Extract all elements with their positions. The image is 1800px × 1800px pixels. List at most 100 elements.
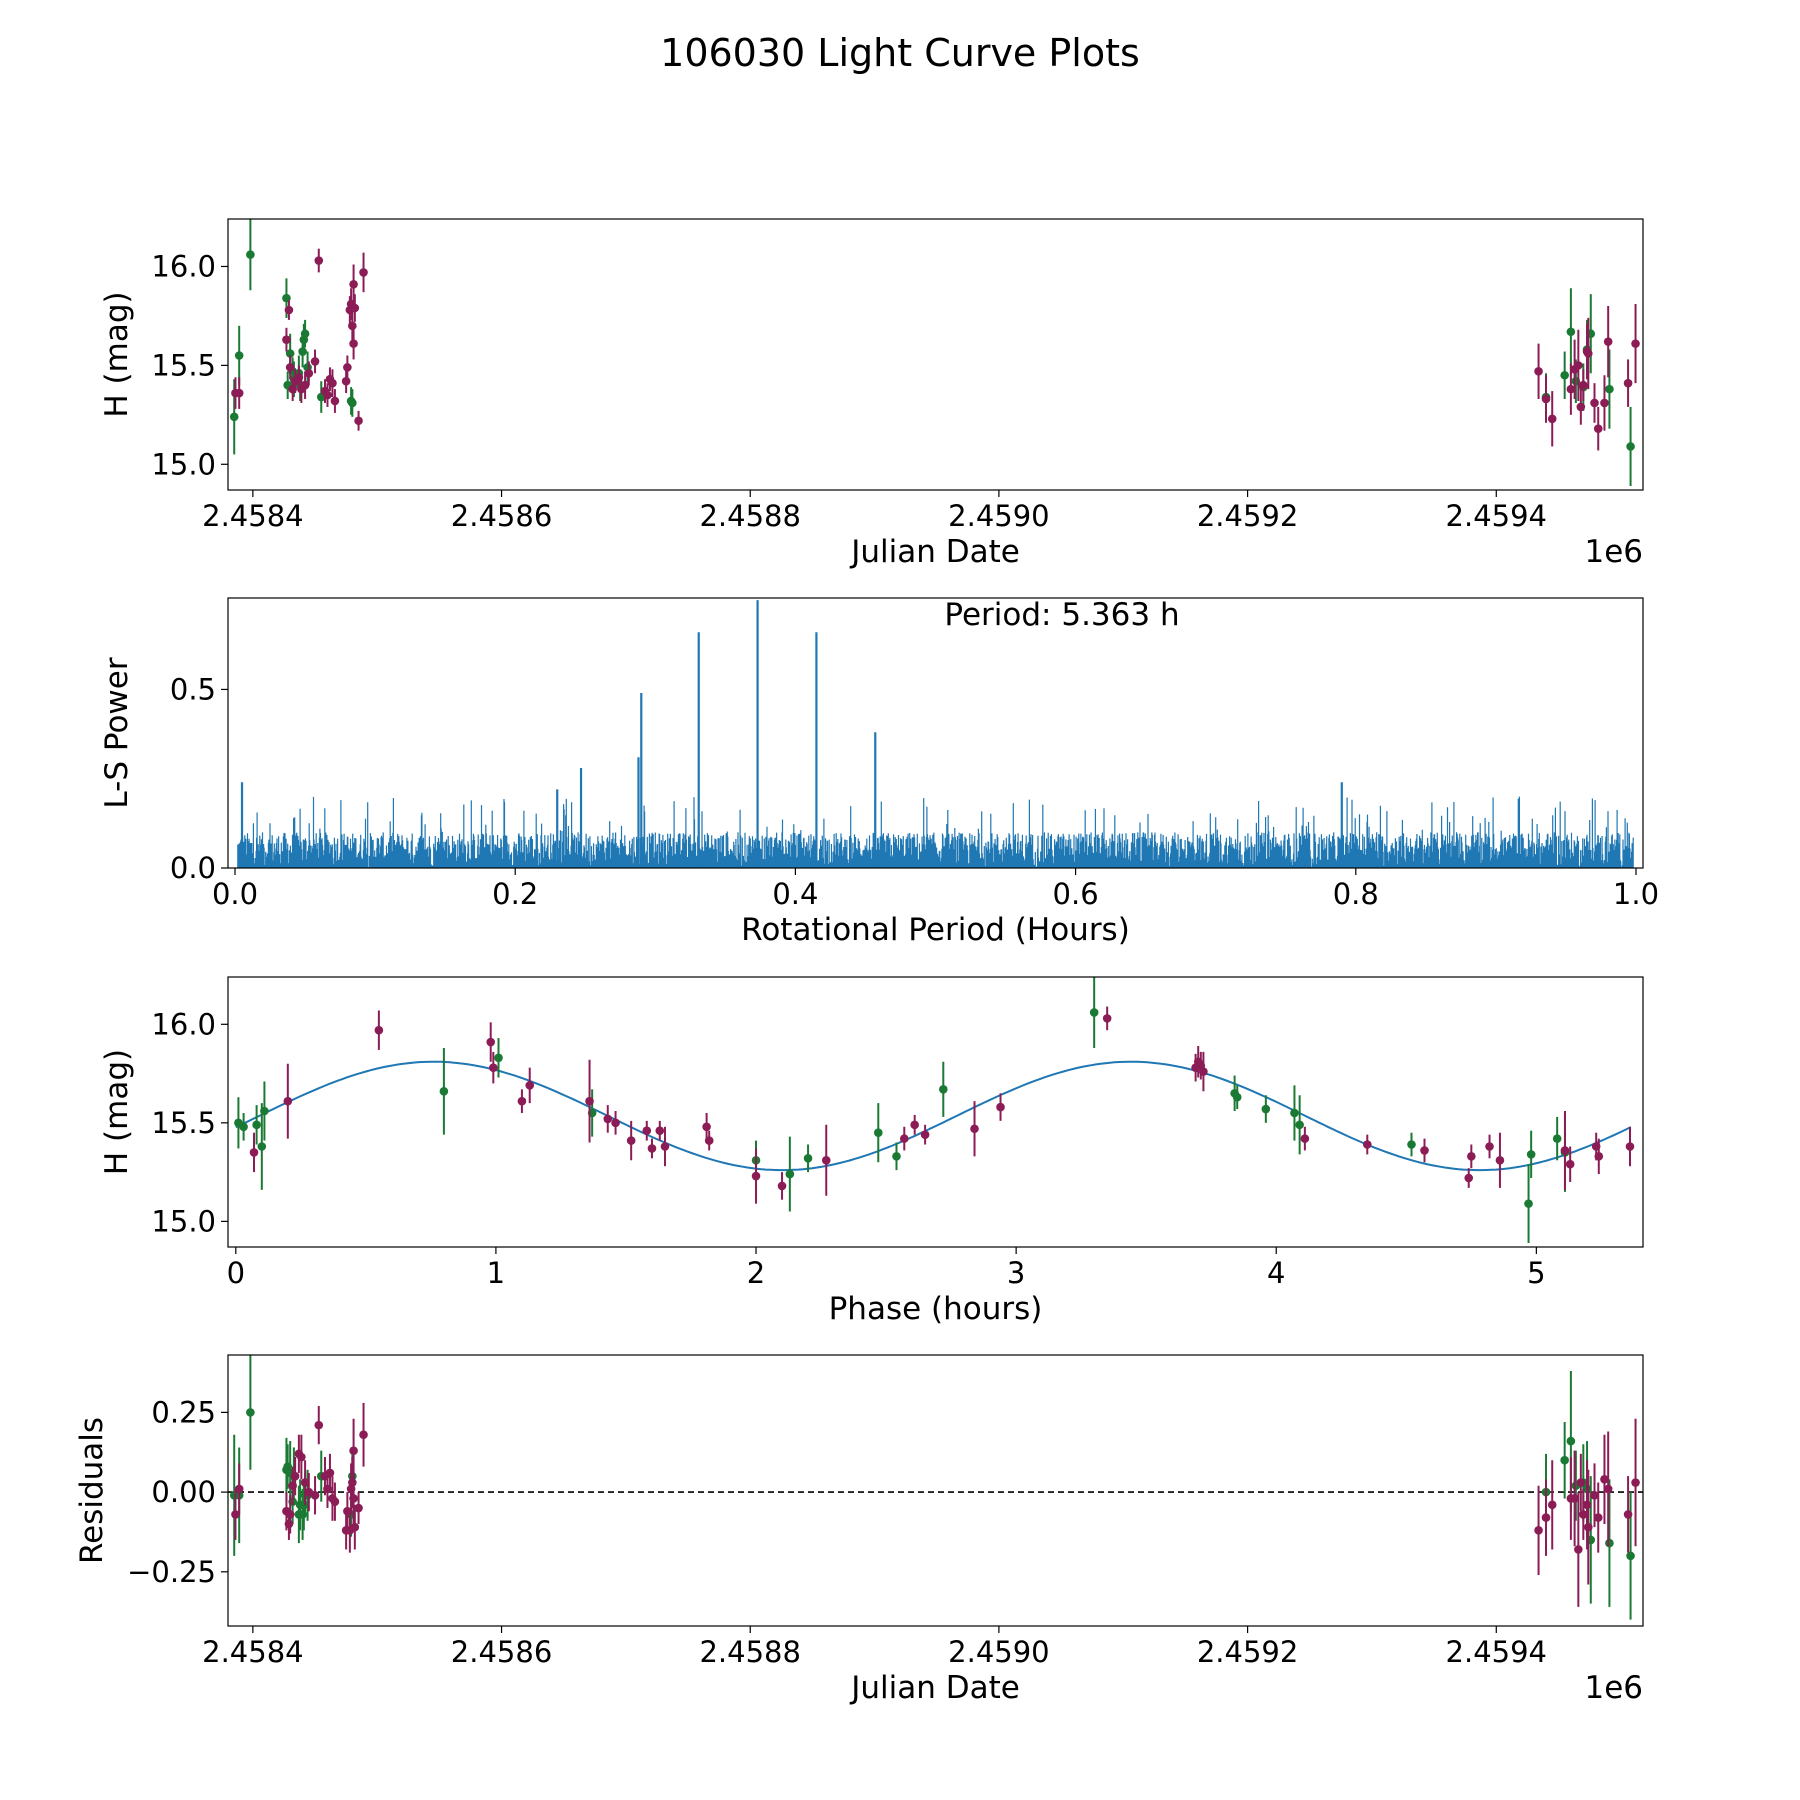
- y-tick-label: 0.00: [151, 1475, 216, 1509]
- panel-3: 0 1 2 3 4 5 15.0 15.5 16.0 Phase (hours) H (mag): [99, 976, 1644, 1327]
- data-point-green: [1605, 384, 1614, 394]
- y-axis-label: H (mag): [99, 291, 135, 417]
- data-point-magenta: [704, 1136, 714, 1145]
- data-point-magenta: [284, 1519, 294, 1529]
- x-tick-label: 0: [227, 1256, 245, 1290]
- data-point-green: [1566, 1436, 1576, 1446]
- data-point-magenta: [1600, 1475, 1609, 1484]
- data-point-magenta: [1560, 1146, 1570, 1155]
- data-point-magenta: [1583, 349, 1593, 358]
- data-point-magenta: [350, 303, 360, 313]
- data-point-green: [239, 1122, 248, 1132]
- model-fit-curve: [235, 1060, 1632, 1172]
- data-point-magenta: [603, 1114, 613, 1124]
- data-point-green: [257, 1142, 267, 1151]
- data-point-magenta: [354, 1503, 363, 1513]
- data-point-magenta: [1547, 414, 1557, 424]
- data-point-magenta: [585, 1096, 594, 1106]
- y-axis-label: H (mag): [99, 1049, 135, 1175]
- data-point-magenta: [751, 1171, 761, 1181]
- data-point-magenta: [1583, 1522, 1593, 1532]
- data-point-magenta: [1576, 1478, 1586, 1487]
- panel-1: 2.4584 2.4586 2.4588 2.4590 2.4592 2.4594 15.0…: [99, 218, 1644, 570]
- data-point-magenta: [310, 357, 320, 366]
- data-point-green: [785, 1169, 795, 1179]
- x-tick-label: 4: [1267, 1256, 1285, 1290]
- data-point-magenta: [525, 1081, 535, 1090]
- data-point-magenta: [290, 1471, 300, 1481]
- x-offset-label: 1e6: [1584, 1670, 1643, 1706]
- data-point-magenta: [626, 1136, 636, 1145]
- data-point-green: [939, 1085, 948, 1094]
- plot-area: [229, 219, 1640, 487]
- data-point-magenta: [343, 363, 352, 372]
- data-point-magenta: [1631, 1478, 1640, 1487]
- data-point-magenta: [899, 1134, 909, 1143]
- data-point-green: [892, 1152, 901, 1161]
- x-tick-label: 2.4586: [451, 499, 552, 533]
- data-point-magenta: [328, 378, 337, 388]
- data-point-magenta: [297, 1452, 306, 1462]
- data-point-magenta: [330, 396, 340, 406]
- plot-area: [234, 977, 1635, 1244]
- data-point-green: [1089, 1008, 1099, 1017]
- data-point-green: [803, 1154, 813, 1163]
- data-point-green: [260, 1106, 269, 1116]
- data-point-magenta: [285, 363, 295, 372]
- data-point-magenta: [996, 1102, 1005, 1112]
- data-point-green: [298, 347, 307, 356]
- data-point-magenta: [1623, 378, 1633, 388]
- data-point-green: [234, 351, 244, 360]
- data-point-green: [1232, 1092, 1242, 1102]
- data-point-magenta: [323, 390, 332, 400]
- data-point-green: [1261, 1104, 1271, 1114]
- data-point-magenta: [350, 1522, 360, 1532]
- data-point-magenta: [655, 1126, 665, 1136]
- data-point-magenta: [910, 1120, 919, 1130]
- data-point-green: [1526, 1150, 1536, 1159]
- data-point-magenta: [821, 1155, 831, 1165]
- data-point-magenta: [354, 416, 363, 426]
- data-point-magenta: [314, 1420, 324, 1430]
- x-tick-label: 2.4586: [451, 1635, 552, 1669]
- data-point-magenta: [1547, 1500, 1557, 1510]
- data-point-magenta: [1576, 402, 1586, 412]
- data-point-magenta: [1631, 339, 1640, 348]
- data-point-magenta: [647, 1144, 657, 1153]
- data-point-green: [1290, 1108, 1299, 1118]
- x-tick-label: 2.4594: [1446, 499, 1547, 533]
- x-offset-label: 1e6: [1584, 534, 1643, 570]
- data-point-green: [252, 1120, 261, 1130]
- x-axis-label: Phase (hours): [829, 1291, 1043, 1327]
- x-tick-label: 2.4584: [202, 1635, 303, 1669]
- data-point-green: [1552, 1134, 1562, 1143]
- data-point-magenta: [310, 1490, 320, 1500]
- data-point-magenta: [282, 335, 291, 344]
- x-axis-label: Julian Date: [849, 534, 1020, 570]
- data-point-green: [1626, 1551, 1635, 1561]
- data-point-magenta: [1579, 1510, 1588, 1519]
- data-point-magenta: [1570, 1494, 1579, 1503]
- data-point-magenta: [341, 376, 351, 386]
- data-point-magenta: [1541, 394, 1551, 404]
- data-point-magenta: [231, 1510, 240, 1519]
- data-point-magenta: [374, 1025, 384, 1035]
- data-point-magenta: [1102, 1014, 1112, 1023]
- data-point-magenta: [1579, 380, 1588, 390]
- x-tick-label: 2.4588: [699, 1635, 800, 1669]
- data-point-magenta: [349, 279, 358, 289]
- data-point-magenta: [325, 1468, 335, 1478]
- data-point-magenta: [234, 1484, 244, 1494]
- data-point-magenta: [1574, 1545, 1583, 1554]
- x-tick-label: 0.8: [1333, 877, 1379, 911]
- x-tick-label: 0.2: [492, 877, 538, 911]
- y-tick-label: −0.25: [127, 1555, 216, 1589]
- x-tick-label: 2.4590: [948, 499, 1049, 533]
- data-point-magenta: [1603, 1484, 1613, 1494]
- plot-frame: [227, 976, 1644, 1248]
- data-point-magenta: [1300, 1134, 1310, 1143]
- data-point-magenta: [359, 268, 368, 277]
- data-point-magenta: [300, 1478, 310, 1487]
- data-point-magenta: [1593, 1513, 1603, 1522]
- data-point-green: [246, 250, 255, 259]
